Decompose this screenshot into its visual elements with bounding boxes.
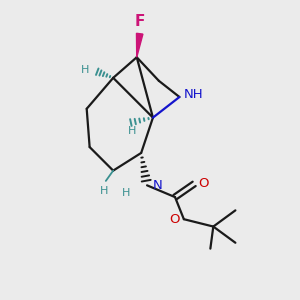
- Text: F: F: [134, 14, 145, 29]
- Text: H: H: [100, 186, 109, 196]
- Text: H: H: [128, 126, 136, 136]
- Text: O: O: [169, 213, 179, 226]
- Polygon shape: [136, 33, 143, 57]
- Text: O: O: [199, 177, 209, 190]
- Text: N: N: [152, 179, 162, 192]
- Text: NH: NH: [184, 88, 203, 100]
- Text: H: H: [122, 188, 130, 198]
- Text: H: H: [80, 65, 89, 76]
